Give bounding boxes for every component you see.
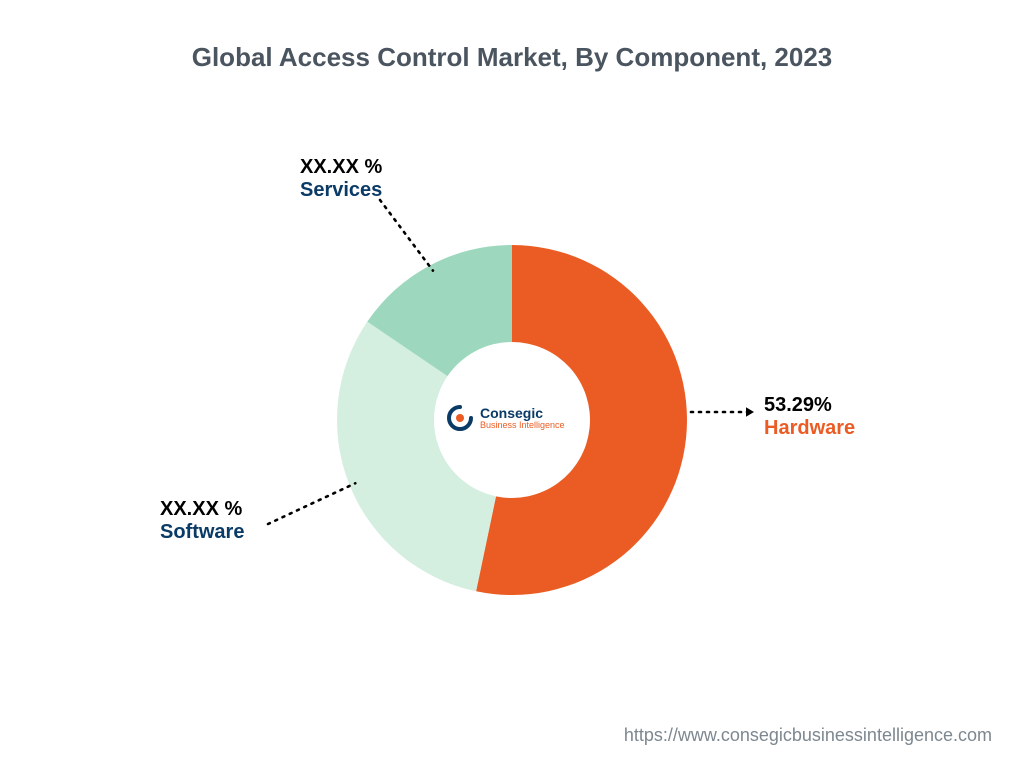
logo-text: Consegic Business Intelligence <box>480 406 565 430</box>
callout-services-pct: XX.XX % <box>300 156 382 179</box>
callout-software: XX.XX % Software <box>160 498 244 544</box>
logo-brand: Consegic <box>480 406 565 421</box>
callout-hardware-pct: 53.29% <box>764 394 855 417</box>
callout-hardware-label: Hardware <box>764 417 855 440</box>
callout-services-label: Services <box>300 179 382 202</box>
logo-mark-icon <box>446 404 474 432</box>
slice-software <box>337 322 496 592</box>
center-logo: Consegic Business Intelligence <box>446 404 565 432</box>
footer-url: https://www.consegicbusinessintelligence… <box>624 725 992 746</box>
callout-services: XX.XX % Services <box>300 156 382 202</box>
logo-subtitle: Business Intelligence <box>480 421 565 430</box>
callout-software-label: Software <box>160 521 244 544</box>
callout-hardware: 53.29% Hardware <box>764 394 855 440</box>
callout-software-pct: XX.XX % <box>160 498 244 521</box>
donut-chart <box>0 0 1024 768</box>
chart-canvas: Global Access Control Market, By Compone… <box>0 0 1024 768</box>
